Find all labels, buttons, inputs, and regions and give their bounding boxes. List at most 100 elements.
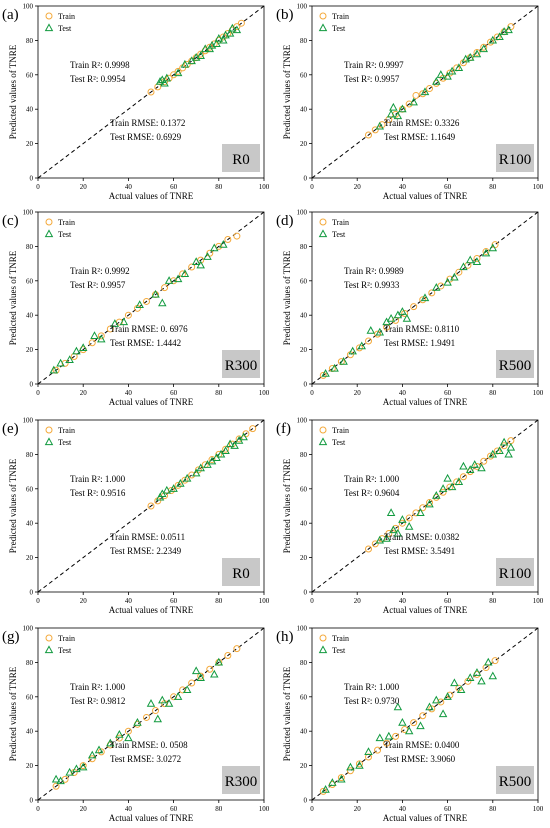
train-point	[346, 767, 354, 775]
chart-panel: (e) 0 20 40 60 80 100 0 20 40 60 80 100 Actual values…	[2, 417, 270, 616]
plot-frame	[311, 627, 539, 801]
y-tick-label: 100	[23, 417, 34, 425]
test-point	[225, 28, 235, 37]
train-point	[79, 762, 87, 770]
test-point	[465, 673, 475, 681]
train-point	[365, 131, 372, 139]
test-point	[504, 449, 513, 458]
test-point	[176, 479, 185, 487]
x-tick-label: 60	[444, 389, 452, 397]
train-point	[419, 296, 427, 304]
train-point	[459, 473, 467, 481]
chart-panel: (d) 0 20 40 60 80 100 0 20 40 60 80 100 Actual values…	[276, 209, 544, 408]
y-axis-label: Predicted values of TNRE	[282, 44, 292, 139]
chart-panel: (g) 0 20 40 60 80 100 0 20 40 60 80 100 Actual values…	[2, 625, 270, 824]
test-point	[210, 669, 219, 678]
train-point	[437, 698, 445, 706]
y-tick-label: 0	[30, 589, 34, 597]
train-point	[319, 371, 327, 379]
test-point	[375, 733, 385, 742]
test-point	[72, 764, 81, 773]
test-point	[214, 34, 224, 42]
y-axis-label: Predicted values of TNRE	[282, 458, 292, 553]
train-point	[426, 499, 434, 507]
train-point	[419, 712, 427, 720]
train-point	[371, 540, 379, 548]
train-point	[124, 311, 132, 319]
y-tick-label: 0	[30, 175, 34, 183]
test-point	[151, 289, 160, 298]
test-point	[357, 341, 366, 350]
train-point	[410, 303, 418, 311]
train-rmse-annotation: Train RMSE: 0.8110	[384, 324, 460, 334]
test-point	[495, 32, 504, 41]
test-rmse-annotation: Test RMSE: 1.1649	[384, 132, 456, 142]
chart-panel: (f) 0 20 40 60 80 100 0 20 40 60 80 100 Actual values…	[276, 417, 544, 616]
x-tick-label: 0	[36, 389, 40, 397]
test-point	[191, 666, 201, 675]
train-rmse-annotation: Train RMSE: 0. 0508	[110, 740, 188, 750]
y-tick-label: 80	[300, 659, 308, 667]
test-point	[49, 365, 59, 374]
train-point	[337, 774, 345, 782]
train-point	[174, 481, 182, 489]
test-point	[386, 109, 396, 118]
test-point	[135, 300, 144, 308]
x-tick-label: 100	[533, 389, 544, 397]
test-rmse-annotation: Test RMSE: 3.5491	[384, 546, 455, 556]
test-point	[97, 334, 106, 343]
test-point	[438, 484, 448, 492]
test-point	[239, 432, 248, 441]
test-point	[472, 668, 482, 676]
panel-label: (b)	[276, 7, 294, 23]
test-point	[90, 331, 99, 339]
x-tick-label: 60	[170, 183, 178, 191]
train-point	[233, 232, 241, 240]
test-point	[398, 104, 407, 113]
y-tick-label: 60	[26, 71, 34, 79]
y-tick-label: 20	[26, 346, 34, 354]
panel-label: (g)	[2, 629, 20, 645]
legend-test-marker	[318, 437, 328, 446]
test-point	[398, 515, 407, 523]
train-point	[106, 325, 114, 333]
test-point	[432, 77, 441, 85]
plot-frame	[37, 627, 265, 801]
x-tick-label: 40	[399, 389, 407, 397]
test-point	[416, 721, 425, 730]
train-r2-annotation: Train R²: 1.000	[70, 474, 126, 484]
test-r2-annotation: Test R²: 0.9812	[70, 696, 125, 706]
train-point	[161, 284, 169, 292]
y-tick-label: 60	[300, 693, 308, 701]
y-tick-label: 0	[304, 589, 308, 597]
test-point	[443, 277, 452, 286]
train-rmse-annotation: Train RMSE: 0. 6976	[110, 324, 188, 334]
test-rmse-annotation: Test RMSE: 3.0272	[110, 754, 181, 764]
y-axis-label: Predicted values of TNRE	[8, 458, 18, 553]
panel-label: (a)	[2, 7, 19, 23]
region-tag-box	[222, 350, 260, 378]
plot-frame	[37, 419, 265, 593]
test-point	[484, 657, 493, 666]
train-point	[224, 652, 232, 660]
legend-test-label: Test	[58, 438, 72, 447]
x-tick-label: 40	[125, 183, 133, 191]
test-rmse-annotation: Test RMSE: 0.6929	[110, 132, 182, 142]
test-point	[94, 745, 104, 754]
legend-train-marker	[319, 426, 327, 434]
train-point	[482, 248, 490, 256]
region-tag-label: R500	[499, 774, 532, 790]
train-point	[249, 425, 257, 433]
test-point	[389, 102, 398, 111]
x-tick-label: 80	[489, 183, 497, 191]
train-point	[174, 67, 182, 75]
y-tick-label: 20	[26, 762, 34, 770]
y-tick-label: 60	[300, 71, 308, 79]
train-point	[208, 456, 216, 464]
x-axis-label: Actual values of TNRE	[109, 605, 194, 615]
train-r2-annotation: Train R²: 0.9998	[70, 60, 130, 70]
test-point	[450, 272, 459, 281]
plot-frame	[37, 5, 265, 179]
train-point	[188, 471, 196, 479]
region-tag-box	[222, 766, 260, 794]
